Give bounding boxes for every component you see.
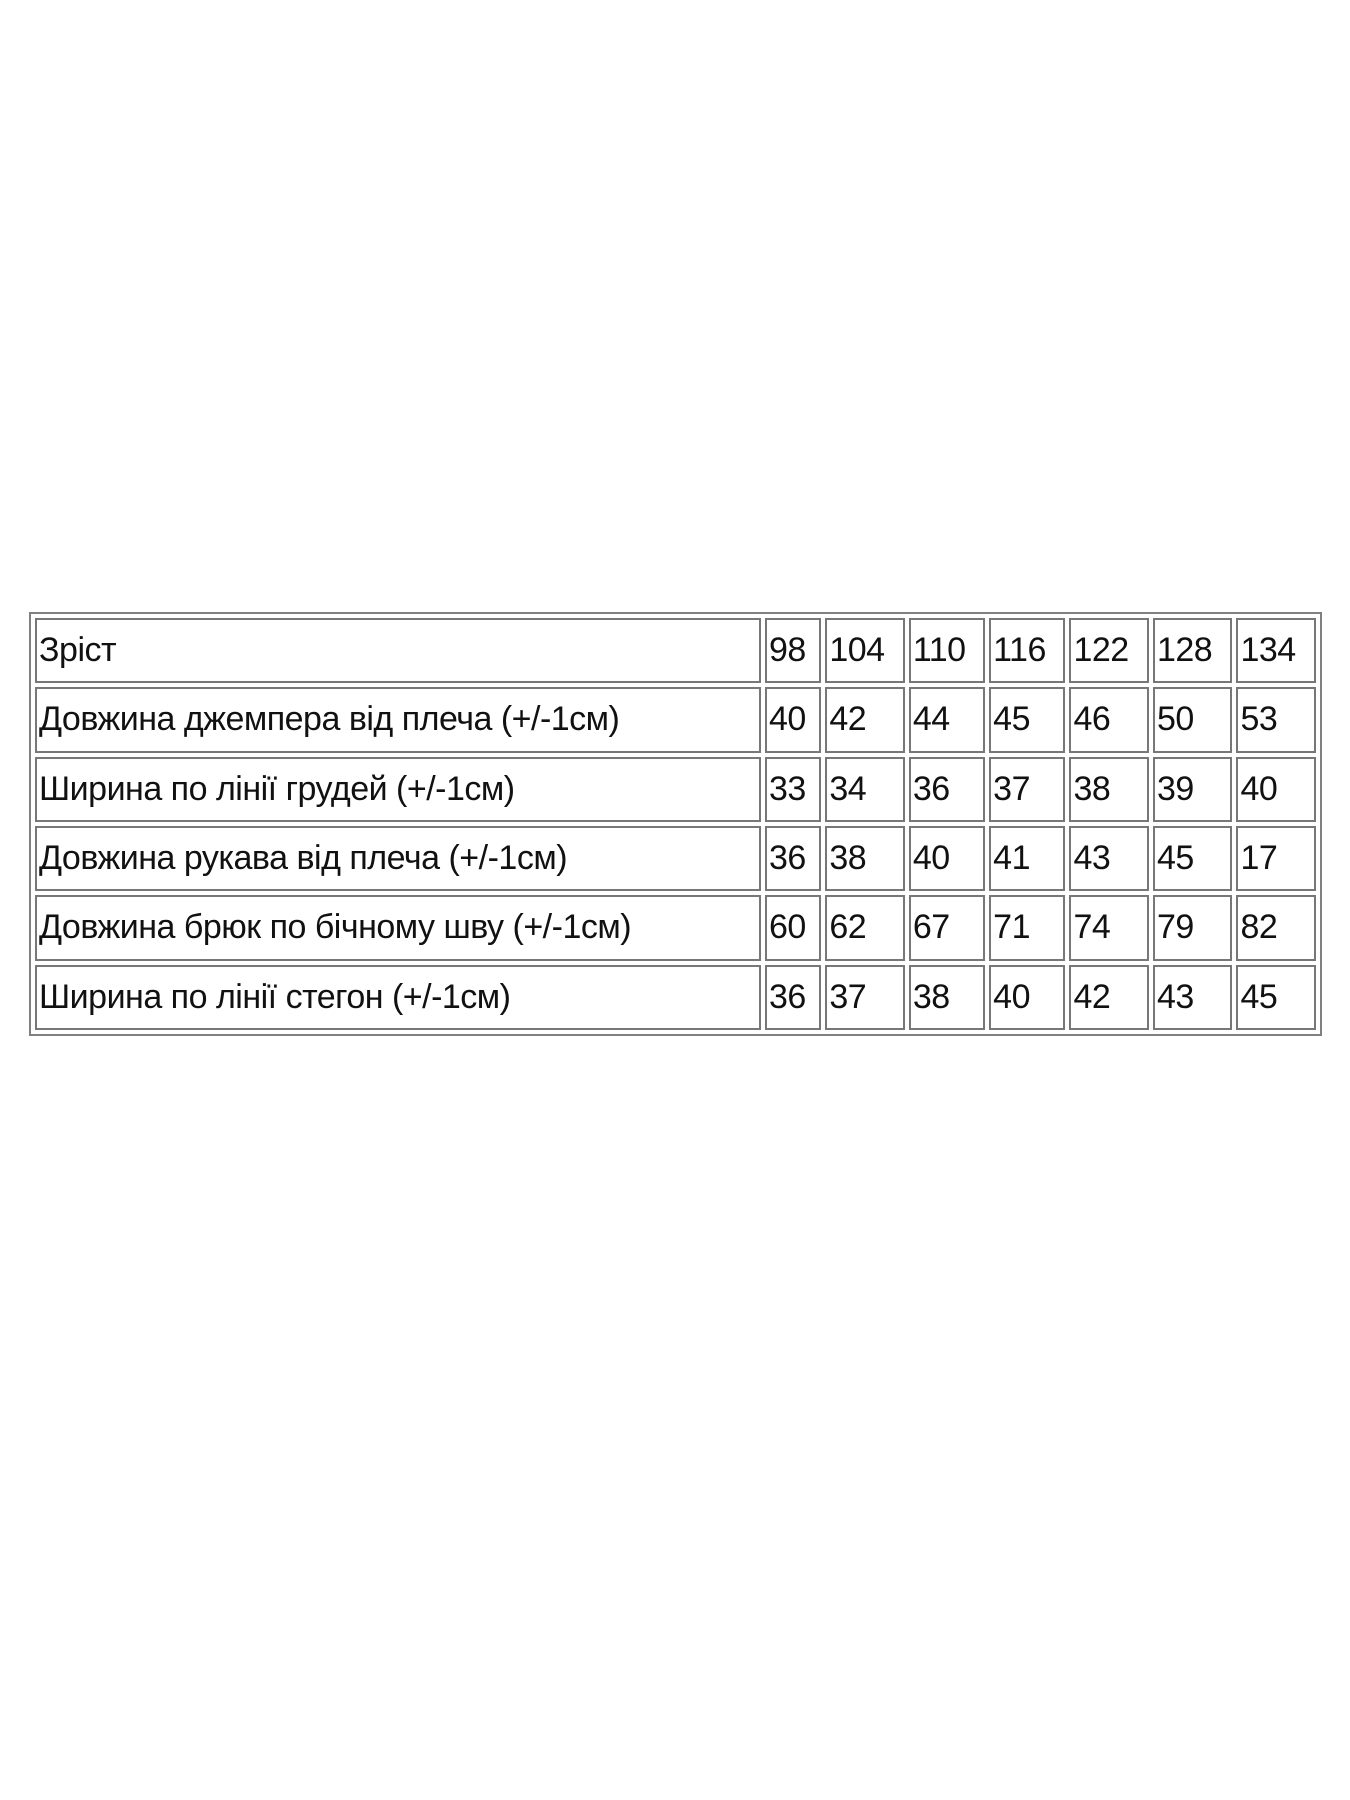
size-value-cell: 45: [989, 687, 1066, 753]
size-value-cell: 122: [1069, 618, 1149, 684]
table-row: Довжина брюк по бічному шву (+/-1см) 60 62…: [35, 895, 1316, 961]
size-value-cell: 45: [1152, 825, 1233, 892]
size-value-cell: 40: [1236, 756, 1316, 822]
row-label: Довжина джемпера від плеча (+/-1см): [35, 687, 761, 753]
size-value-cell: 42: [1069, 964, 1149, 1030]
size-value-cell: 79: [1152, 895, 1233, 961]
size-value-cell: 40: [765, 687, 822, 753]
size-value-cell: 37: [825, 964, 905, 1030]
size-value-cell: 116: [989, 618, 1066, 684]
size-value-cell: 53: [1236, 687, 1316, 753]
header-row: Зріст 98 104 110 116 122 128 134: [35, 618, 1316, 684]
table-row: Довжина джемпера від плеча (+/-1см) 40 42 4…: [35, 687, 1316, 753]
size-value-cell: 134: [1236, 618, 1316, 684]
size-value-cell: 40: [908, 825, 986, 892]
size-chart-table: Зріст 98 104 110 116 122 128 134 Довжина джемпер…: [29, 612, 1322, 1036]
size-value-cell: 36: [908, 756, 986, 822]
size-value-cell: 39: [1152, 756, 1233, 822]
row-label: Ширина по лінії грудей (+/-1см): [35, 756, 761, 822]
size-value-cell: 38: [908, 964, 986, 1030]
size-value-cell: 38: [1069, 756, 1149, 822]
row-label: Довжина рукава від плеча (+/-1см): [35, 825, 761, 892]
size-value-cell: 71: [989, 895, 1066, 961]
size-value-cell: 110: [908, 618, 986, 684]
row-label: Зріст: [35, 618, 761, 684]
size-value-cell: 128: [1152, 618, 1233, 684]
size-value-cell: 34: [825, 756, 905, 822]
table-row: Ширина по лінії грудей (+/-1см) 33 34 36 37 3…: [35, 756, 1316, 822]
row-label: Довжина брюк по бічному шву (+/-1см): [35, 895, 761, 961]
size-value-cell: 37: [989, 756, 1066, 822]
size-value-cell: 43: [1152, 964, 1233, 1030]
row-label: Ширина по лінії стегон (+/-1см): [35, 964, 761, 1030]
size-value-cell: 42: [825, 687, 905, 753]
size-value-cell: 44: [908, 687, 986, 753]
table-row: Ширина по лінії стегон (+/-1см) 36 37 38 40 4…: [35, 964, 1316, 1030]
size-value-cell: 36: [765, 825, 822, 892]
size-value-cell: 82: [1236, 895, 1316, 961]
size-value-cell: 98: [765, 618, 822, 684]
size-value-cell: 50: [1152, 687, 1233, 753]
size-value-cell: 46: [1069, 687, 1149, 753]
size-value-cell: 67: [908, 895, 986, 961]
size-value-cell: 45: [1236, 964, 1316, 1030]
size-value-cell: 43: [1069, 825, 1149, 892]
size-value-cell: 60: [765, 895, 822, 961]
size-value-cell: 104: [825, 618, 905, 684]
size-value-cell: 40: [989, 964, 1066, 1030]
table-row: Довжина рукава від плеча (+/-1см) 36 38 40 4…: [35, 825, 1316, 892]
size-value-cell: 38: [825, 825, 905, 892]
size-value-cell: 17: [1236, 825, 1316, 892]
size-value-cell: 36: [765, 964, 822, 1030]
size-value-cell: 33: [765, 756, 822, 822]
size-value-cell: 74: [1069, 895, 1149, 961]
size-value-cell: 41: [989, 825, 1066, 892]
size-value-cell: 62: [825, 895, 905, 961]
